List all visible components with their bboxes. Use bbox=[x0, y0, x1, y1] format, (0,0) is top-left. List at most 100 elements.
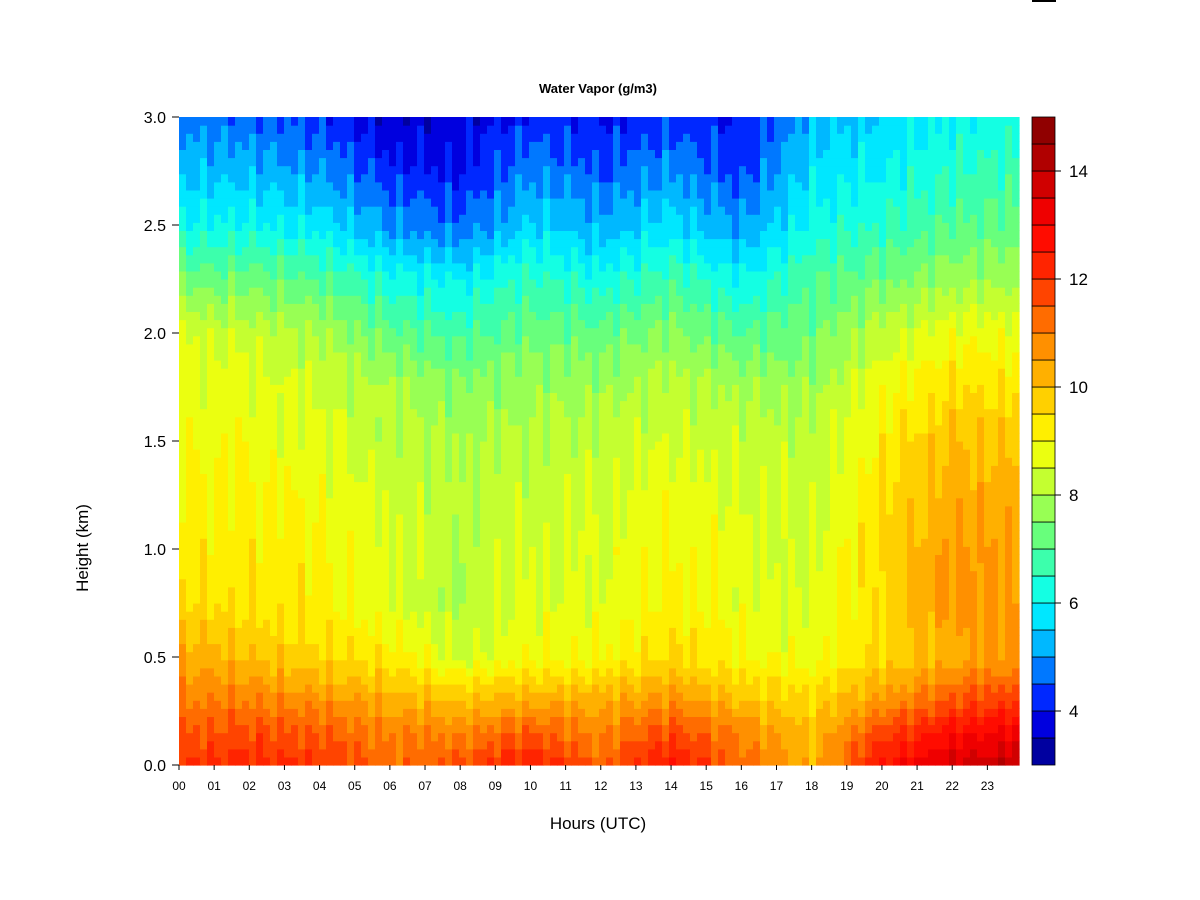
heatmap-cell bbox=[235, 303, 243, 312]
heatmap-cell bbox=[459, 408, 467, 418]
heatmap-cell bbox=[571, 465, 579, 474]
heatmap-cell bbox=[389, 692, 397, 701]
heatmap-cell bbox=[578, 465, 586, 474]
heatmap-cell bbox=[193, 189, 201, 199]
heatmap-cell bbox=[431, 513, 439, 523]
heatmap-cell bbox=[529, 675, 537, 685]
heatmap-cell bbox=[179, 408, 187, 418]
heatmap-cell bbox=[557, 538, 565, 547]
heatmap-cell bbox=[249, 157, 257, 167]
heatmap-cell bbox=[249, 473, 257, 483]
heatmap-cell bbox=[263, 117, 271, 126]
heatmap-cell bbox=[501, 311, 509, 321]
heatmap-cell bbox=[438, 619, 446, 628]
heatmap-cell bbox=[298, 675, 306, 685]
heatmap-cell bbox=[536, 181, 544, 191]
heatmap-cell bbox=[228, 522, 236, 531]
heatmap-cell bbox=[242, 449, 250, 458]
heatmap-cell bbox=[501, 270, 509, 280]
heatmap-cell bbox=[291, 538, 299, 547]
heatmap-cell bbox=[270, 262, 278, 272]
heatmap-cell bbox=[515, 311, 523, 321]
heatmap-cell bbox=[256, 562, 264, 572]
heatmap-cell bbox=[375, 181, 383, 191]
heatmap-cell bbox=[459, 165, 467, 175]
heatmap-cell bbox=[445, 627, 453, 636]
heatmap-cell bbox=[403, 611, 411, 620]
heatmap-cell bbox=[452, 732, 460, 742]
heatmap-cell bbox=[466, 279, 474, 288]
heatmap-cell bbox=[529, 125, 537, 134]
heatmap-cell bbox=[312, 513, 320, 523]
heatmap-cell bbox=[445, 360, 453, 369]
heatmap-cell bbox=[305, 279, 313, 288]
heatmap-cell bbox=[263, 465, 271, 474]
heatmap-cell bbox=[508, 530, 516, 539]
heatmap-cell bbox=[354, 222, 362, 231]
heatmap-cell bbox=[312, 230, 320, 240]
heatmap-cell bbox=[361, 740, 369, 750]
heatmap-cell bbox=[277, 578, 285, 588]
heatmap-cell bbox=[515, 206, 523, 215]
heatmap-cell bbox=[312, 254, 320, 264]
heatmap-cell bbox=[410, 133, 418, 142]
heatmap-cell bbox=[291, 740, 299, 750]
heatmap-cell bbox=[424, 538, 432, 547]
heatmap-cell bbox=[319, 149, 327, 159]
heatmap-cell bbox=[193, 392, 201, 402]
heatmap-cell bbox=[186, 546, 194, 555]
heatmap-cell bbox=[585, 546, 593, 555]
heatmap-cell bbox=[193, 368, 201, 377]
heatmap-cell bbox=[263, 554, 271, 564]
heatmap-cell bbox=[326, 311, 334, 321]
heatmap-cell bbox=[487, 700, 495, 709]
heatmap-cell bbox=[228, 651, 236, 661]
heatmap-cell bbox=[515, 538, 523, 547]
heatmap-cell bbox=[599, 651, 607, 661]
heatmap-cell bbox=[284, 473, 292, 483]
heatmap-cell bbox=[417, 651, 425, 661]
heatmap-cell bbox=[256, 748, 264, 758]
heatmap-cell bbox=[445, 692, 453, 701]
heatmap-cell bbox=[242, 157, 250, 167]
heatmap-cell bbox=[200, 708, 208, 717]
heatmap-cell bbox=[207, 570, 215, 580]
heatmap-cell bbox=[424, 603, 432, 612]
heatmap-cell bbox=[417, 360, 425, 369]
heatmap-cell bbox=[347, 603, 355, 612]
heatmap-cell bbox=[445, 238, 453, 248]
heatmap-cell bbox=[536, 489, 544, 499]
heatmap-cell bbox=[228, 311, 236, 321]
heatmap-cell bbox=[389, 279, 397, 288]
heatmap-cell bbox=[228, 578, 236, 588]
heatmap-cell bbox=[193, 125, 201, 134]
heatmap-cell bbox=[417, 481, 425, 491]
heatmap-cell bbox=[431, 181, 439, 191]
heatmap-cell bbox=[431, 424, 439, 434]
heatmap-cell bbox=[242, 189, 250, 199]
heatmap-cell bbox=[466, 360, 474, 369]
heatmap-cell bbox=[284, 740, 292, 750]
heatmap-cell bbox=[235, 724, 243, 734]
heatmap-cell bbox=[431, 335, 439, 345]
heatmap-cell bbox=[368, 594, 376, 604]
heatmap-cell bbox=[221, 522, 229, 531]
heatmap-cell bbox=[389, 270, 397, 280]
heatmap-cell bbox=[417, 522, 425, 531]
heatmap-cell bbox=[557, 449, 565, 458]
heatmap-cell bbox=[543, 651, 551, 661]
heatmap-cell bbox=[179, 449, 187, 458]
heatmap-cell bbox=[256, 416, 264, 426]
heatmap-cell bbox=[564, 141, 572, 150]
heatmap-cell bbox=[508, 287, 516, 296]
heatmap-cell bbox=[557, 368, 565, 377]
heatmap-cell bbox=[473, 441, 481, 450]
heatmap-cell bbox=[515, 651, 523, 661]
heatmap-cell bbox=[550, 173, 558, 183]
heatmap-cell bbox=[291, 748, 299, 758]
heatmap-cell bbox=[256, 198, 264, 207]
heatmap-cell bbox=[501, 165, 509, 175]
heatmap-cell bbox=[235, 505, 243, 515]
heatmap-cell bbox=[396, 246, 404, 256]
heatmap-cell bbox=[221, 441, 229, 450]
